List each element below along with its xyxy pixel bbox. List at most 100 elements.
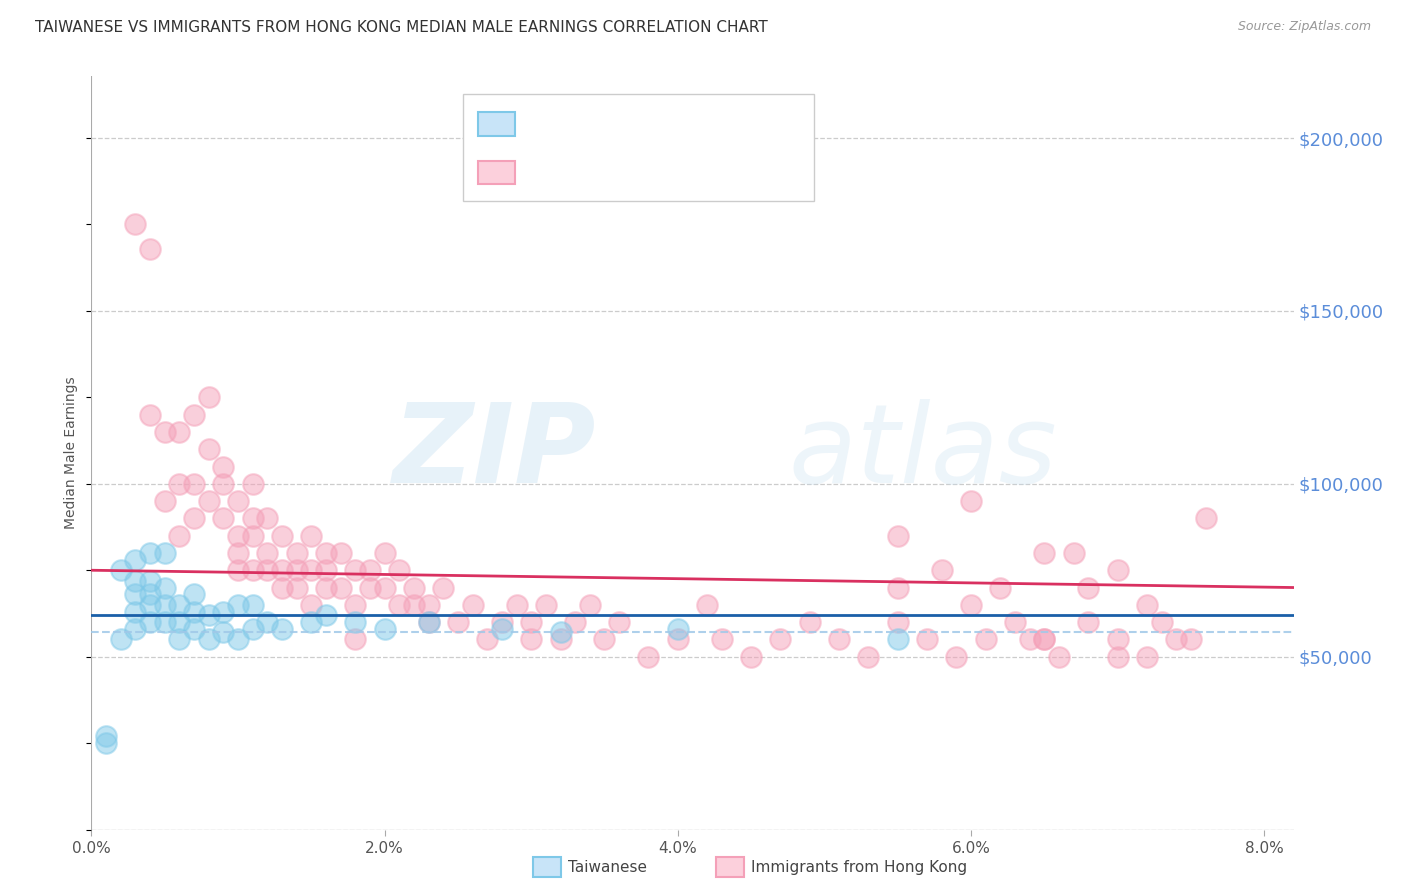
Point xyxy=(520,615,543,629)
Point xyxy=(1107,632,1129,647)
Point xyxy=(256,511,278,525)
Point xyxy=(1033,546,1056,560)
Point xyxy=(226,529,249,543)
Point xyxy=(197,390,219,404)
Point xyxy=(520,632,543,647)
Point xyxy=(1166,632,1188,647)
Point xyxy=(1180,632,1202,647)
Point xyxy=(402,598,425,612)
Point xyxy=(169,615,191,629)
Text: 106: 106 xyxy=(657,163,692,181)
Point xyxy=(344,632,367,647)
Point xyxy=(153,581,176,595)
Point xyxy=(710,632,733,647)
Point xyxy=(285,546,308,560)
Point xyxy=(1194,511,1216,525)
Point xyxy=(858,649,880,664)
Point xyxy=(374,546,396,560)
Point xyxy=(344,598,367,612)
Point xyxy=(226,563,249,577)
Point xyxy=(183,476,205,491)
Point xyxy=(1136,649,1159,664)
Point xyxy=(1004,615,1026,629)
Point xyxy=(169,476,191,491)
Point xyxy=(461,598,484,612)
Point xyxy=(169,425,191,439)
Text: R =: R = xyxy=(523,163,562,181)
Point xyxy=(491,622,513,636)
Point xyxy=(886,615,908,629)
Point xyxy=(169,632,191,647)
Point xyxy=(183,605,205,619)
Point xyxy=(418,598,440,612)
Point xyxy=(242,476,264,491)
Point xyxy=(1033,632,1056,647)
Point xyxy=(197,608,219,623)
Point xyxy=(212,476,235,491)
Point xyxy=(197,632,219,647)
Point xyxy=(329,546,352,560)
Point xyxy=(139,408,162,422)
Point xyxy=(94,729,117,743)
Point xyxy=(242,511,264,525)
Point xyxy=(329,581,352,595)
Point xyxy=(242,598,264,612)
Point xyxy=(418,615,440,629)
Point xyxy=(299,615,322,629)
Point xyxy=(315,581,337,595)
Point xyxy=(359,581,381,595)
Point xyxy=(183,511,205,525)
Point xyxy=(94,736,117,750)
Point xyxy=(477,632,499,647)
Point xyxy=(226,632,249,647)
Point xyxy=(886,632,908,647)
Point xyxy=(285,563,308,577)
Text: R =: R = xyxy=(523,114,562,132)
Point xyxy=(153,615,176,629)
Point xyxy=(1077,581,1099,595)
Point xyxy=(299,529,322,543)
Point xyxy=(153,494,176,508)
Point xyxy=(1107,563,1129,577)
Point xyxy=(110,632,132,647)
Point xyxy=(212,511,235,525)
Point xyxy=(212,625,235,640)
Point xyxy=(974,632,997,647)
Point xyxy=(212,459,235,474)
Point xyxy=(124,574,146,588)
Text: N =: N = xyxy=(614,163,666,181)
Point xyxy=(139,587,162,601)
Point xyxy=(388,563,411,577)
Point xyxy=(124,587,146,601)
Point xyxy=(299,598,322,612)
Point xyxy=(212,605,235,619)
Point xyxy=(593,632,616,647)
Point xyxy=(491,615,513,629)
Text: Taiwanese: Taiwanese xyxy=(568,861,647,875)
Point xyxy=(886,529,908,543)
Point xyxy=(169,529,191,543)
Point xyxy=(402,581,425,595)
Point xyxy=(505,598,527,612)
Point xyxy=(637,649,659,664)
Point xyxy=(534,598,557,612)
Point xyxy=(960,494,983,508)
Point xyxy=(271,563,294,577)
Point xyxy=(1018,632,1040,647)
Point xyxy=(344,563,367,577)
Point xyxy=(139,546,162,560)
Point xyxy=(242,622,264,636)
Text: Source: ZipAtlas.com: Source: ZipAtlas.com xyxy=(1237,20,1371,33)
Point xyxy=(1136,598,1159,612)
Point xyxy=(550,632,572,647)
Point xyxy=(1033,632,1056,647)
Point xyxy=(988,581,1011,595)
Point xyxy=(607,615,630,629)
Point xyxy=(945,649,967,664)
Point xyxy=(931,563,953,577)
Point xyxy=(197,494,219,508)
Point xyxy=(388,598,411,612)
Point xyxy=(374,622,396,636)
Point xyxy=(769,632,792,647)
Point xyxy=(124,622,146,636)
